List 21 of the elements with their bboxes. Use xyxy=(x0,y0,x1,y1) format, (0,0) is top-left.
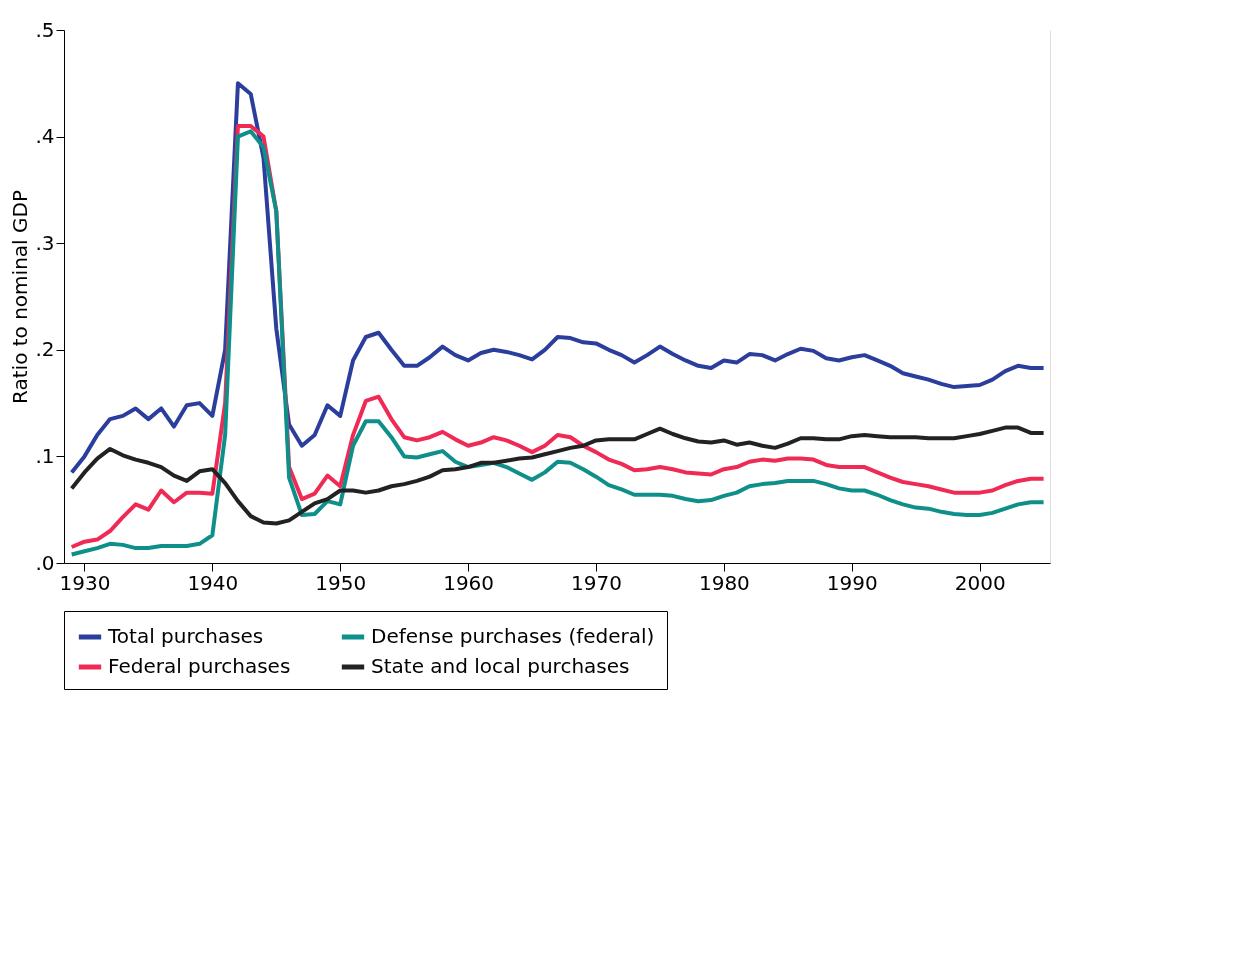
x-tick-label: 1980 xyxy=(698,570,750,595)
y-tick-label: .3 xyxy=(35,230,55,255)
y-tick-label: .0 xyxy=(35,550,55,575)
line-series xyxy=(69,81,1046,475)
x-tick-label: 1940 xyxy=(187,570,239,595)
line-series xyxy=(69,425,1046,526)
x-tick-label: 1960 xyxy=(443,570,495,595)
y-axis-title: Ratio to nominal GDP xyxy=(8,190,33,404)
x-tick-label: 2000 xyxy=(954,570,1006,595)
y-tick-label: .2 xyxy=(35,337,55,362)
x-tick-label: 1950 xyxy=(315,570,367,595)
y-tick-label: .4 xyxy=(35,124,55,149)
y-tick-label: .5 xyxy=(35,17,55,42)
x-tick-label: 1930 xyxy=(59,570,111,595)
x-tick-label: 1990 xyxy=(826,570,878,595)
legend-label: State and local purchases xyxy=(371,654,630,678)
y-tick-label: .1 xyxy=(35,443,55,468)
x-tick-label: 1970 xyxy=(571,570,622,595)
legend-label: Defense purchases (federal) xyxy=(371,624,655,648)
legend-label: Total purchases xyxy=(107,624,264,648)
legend-label: Federal purchases xyxy=(108,654,291,678)
